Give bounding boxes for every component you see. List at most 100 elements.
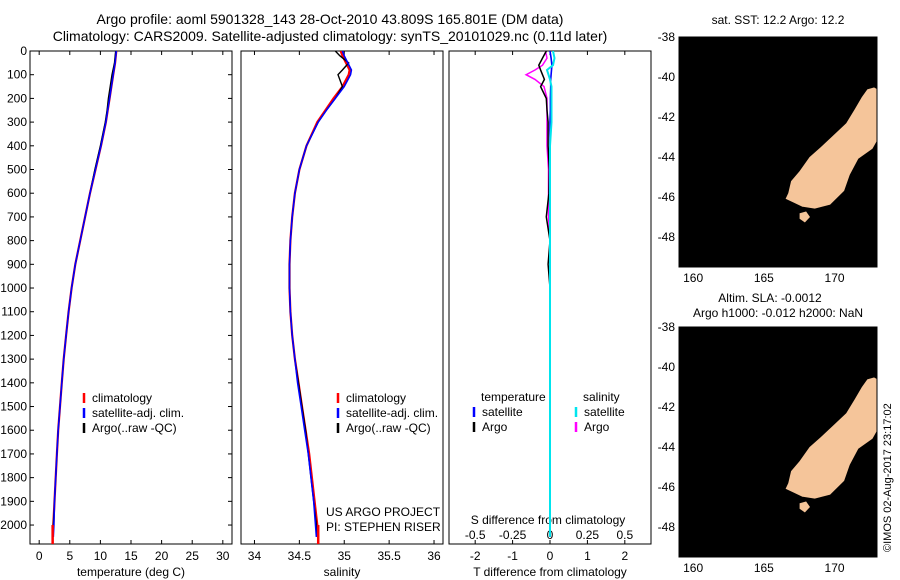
map-cell <box>721 408 730 416</box>
map-cell <box>778 408 786 416</box>
map-cell <box>792 91 800 99</box>
map-cell <box>735 131 744 140</box>
map-cell <box>742 435 751 443</box>
map-cell <box>806 253 814 261</box>
map-cell <box>799 421 807 430</box>
map-cell <box>714 206 723 214</box>
map-cell <box>763 145 772 153</box>
map-cell <box>834 199 843 207</box>
map-cell <box>756 212 765 221</box>
map-cell <box>742 428 751 436</box>
map-cell <box>813 219 822 228</box>
map-cell <box>728 165 737 173</box>
map-cell <box>869 327 877 335</box>
map-cell <box>742 172 751 180</box>
map-cell <box>728 260 737 267</box>
map-cell <box>714 91 723 99</box>
y-tick-label: 1100 <box>1 305 27 319</box>
map-cell <box>820 387 829 396</box>
map-cell <box>827 77 836 85</box>
map-cell <box>862 43 871 52</box>
map-cell <box>756 118 765 126</box>
map-cell <box>742 455 751 463</box>
map-cell <box>756 138 765 146</box>
map-cell <box>827 529 836 538</box>
map-cell <box>869 64 877 72</box>
map-cell <box>693 489 701 497</box>
map-cell <box>700 543 708 551</box>
map-cell <box>869 185 877 194</box>
map-cell <box>770 111 779 119</box>
map-cell <box>756 219 765 228</box>
map-cell <box>700 381 708 389</box>
map-cell <box>700 212 708 221</box>
map-cell <box>735 509 744 518</box>
map-cell <box>728 543 737 551</box>
map-cell <box>721 206 730 214</box>
map-cell <box>827 111 836 119</box>
map-cell <box>742 374 751 382</box>
map-cell <box>735 421 744 430</box>
map-cell <box>813 145 822 153</box>
map-cell <box>799 387 807 396</box>
map-cell <box>841 340 850 348</box>
map-cell <box>792 239 800 248</box>
map-cell <box>778 536 786 545</box>
map-cell <box>686 448 694 457</box>
map-cell <box>707 97 715 106</box>
map-cell <box>679 387 687 396</box>
map-cell <box>770 550 779 557</box>
map-cell <box>778 43 786 52</box>
map-cell <box>749 192 758 200</box>
map-cell <box>728 206 737 214</box>
map-cell <box>827 91 836 99</box>
map-cell <box>785 442 793 450</box>
map-cell <box>693 502 701 511</box>
map-cell <box>841 516 850 524</box>
map-cell <box>742 442 751 450</box>
map-cell <box>679 489 687 497</box>
map-cell <box>855 360 864 369</box>
map-cell <box>813 64 822 72</box>
map-cell <box>855 367 864 375</box>
map-cell <box>841 401 850 409</box>
map-cell <box>841 118 850 126</box>
map-cell <box>714 374 723 382</box>
map-cell <box>834 529 843 538</box>
map-cell <box>735 64 744 72</box>
map-cell <box>735 354 744 362</box>
map-cell <box>763 442 772 450</box>
map-cell <box>799 43 807 52</box>
map-cell <box>714 475 723 484</box>
map-cell <box>742 118 751 126</box>
map-cell <box>806 77 814 85</box>
map-cell <box>778 354 786 362</box>
map-cell <box>778 152 786 160</box>
y-tick-label: 1700 <box>0 447 27 461</box>
map-cell <box>813 496 822 504</box>
map-cell <box>735 529 744 538</box>
map-cell <box>862 179 871 187</box>
map-cell <box>813 131 822 140</box>
map-cell <box>742 360 751 369</box>
map-cell <box>707 138 715 146</box>
map-cell <box>763 219 772 228</box>
map-cell <box>721 118 730 126</box>
map-cell <box>792 374 800 382</box>
map-cell <box>763 158 772 167</box>
map-cell <box>735 448 744 457</box>
map-cell <box>813 408 822 416</box>
map-cell <box>827 502 836 511</box>
map-cell <box>756 516 765 524</box>
map-cell <box>799 91 807 99</box>
map-cell <box>792 219 800 228</box>
map-cell <box>721 360 730 369</box>
map-cell <box>855 381 864 389</box>
x2-axis-label: S difference from climatology <box>471 513 626 527</box>
map-cell <box>700 414 708 423</box>
map-y-tick-label: -38 <box>658 30 676 44</box>
map-cell <box>714 70 723 79</box>
map-cell <box>742 212 751 221</box>
map-cell <box>841 111 850 119</box>
map-cell <box>735 333 744 342</box>
